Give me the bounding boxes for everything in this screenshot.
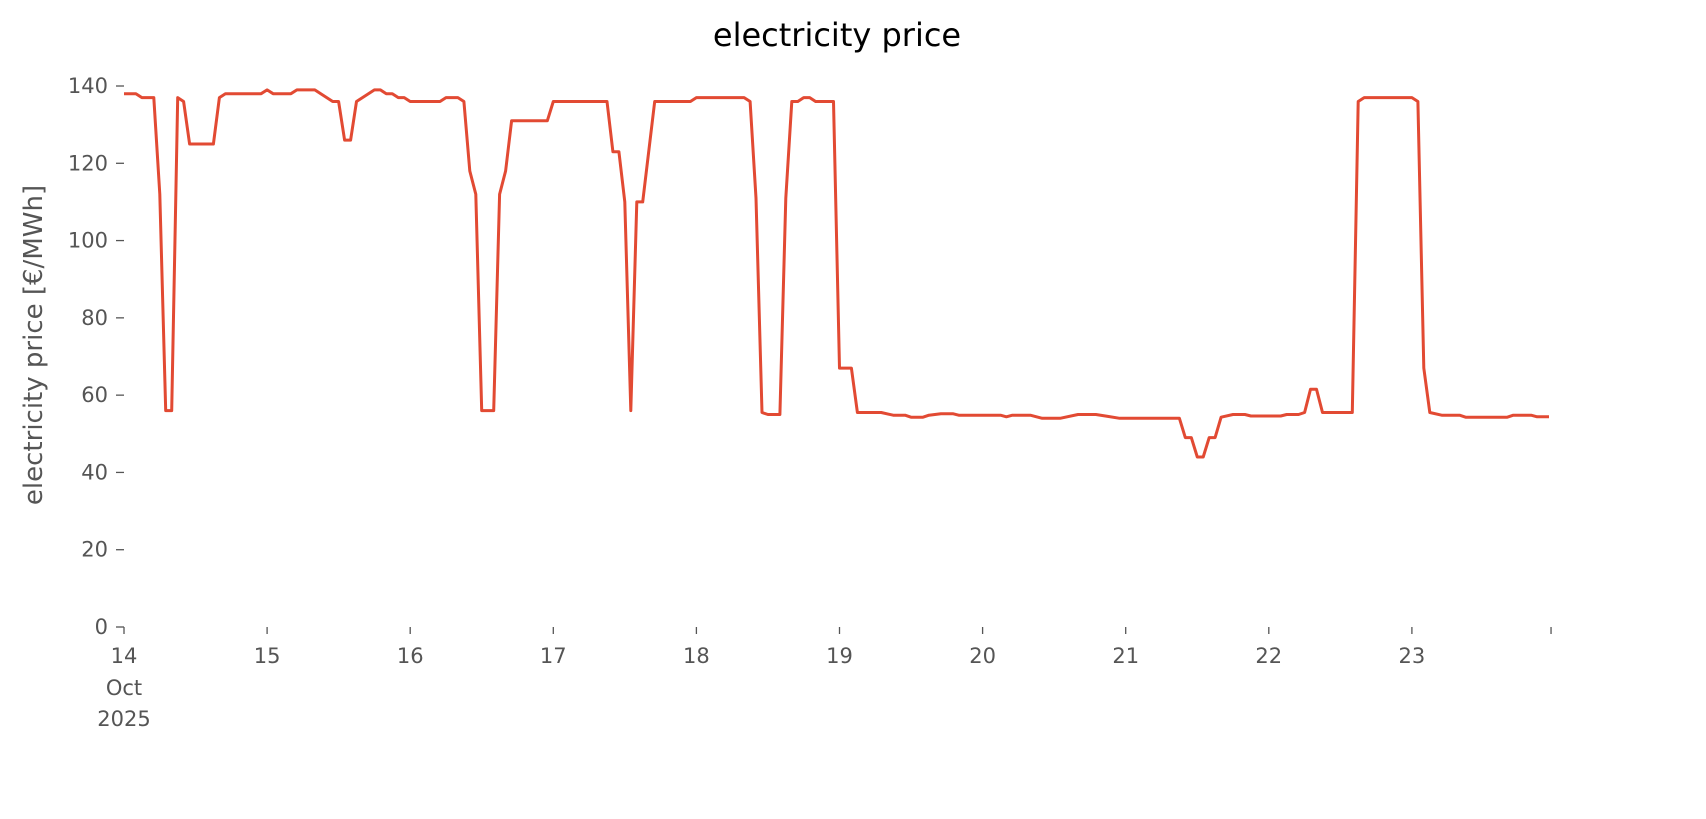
y-axis-label: electricity price [€/MWh] bbox=[19, 185, 49, 505]
chart-title: electricity price bbox=[713, 16, 961, 54]
y-tick-label: 80 bbox=[81, 306, 108, 330]
x-tick-label: 23 bbox=[1399, 644, 1426, 668]
x-tick-label: 22 bbox=[1255, 644, 1282, 668]
y-tick-label: 140 bbox=[68, 74, 108, 98]
price-line bbox=[124, 88, 1549, 459]
x-tick-label: 14 bbox=[111, 644, 138, 668]
x-axis: 14 15 16 17 18 19 20 21 22 23 Oct 2025 bbox=[97, 627, 1552, 731]
y-tick-label: 60 bbox=[81, 383, 108, 407]
y-tick-label: 120 bbox=[68, 151, 108, 175]
x-tick-label-extra: 2025 bbox=[97, 707, 150, 731]
y-tick-label: 20 bbox=[81, 538, 108, 562]
x-tick-label: 21 bbox=[1112, 644, 1139, 668]
y-tick-label: 40 bbox=[81, 460, 108, 484]
x-tick-label-extra: Oct bbox=[106, 676, 142, 700]
x-tick-label: 16 bbox=[397, 644, 424, 668]
x-tick-label: 19 bbox=[826, 644, 853, 668]
x-tick-label: 20 bbox=[969, 644, 996, 668]
y-axis: 0 20 40 60 80 100 120 140 bbox=[68, 74, 124, 639]
plot-area bbox=[124, 88, 1549, 459]
x-tick-label: 15 bbox=[254, 644, 281, 668]
y-tick-label: 100 bbox=[68, 229, 108, 253]
x-tick-label: 17 bbox=[540, 644, 567, 668]
x-tick-label: 18 bbox=[683, 644, 710, 668]
y-tick-label: 0 bbox=[95, 615, 108, 639]
